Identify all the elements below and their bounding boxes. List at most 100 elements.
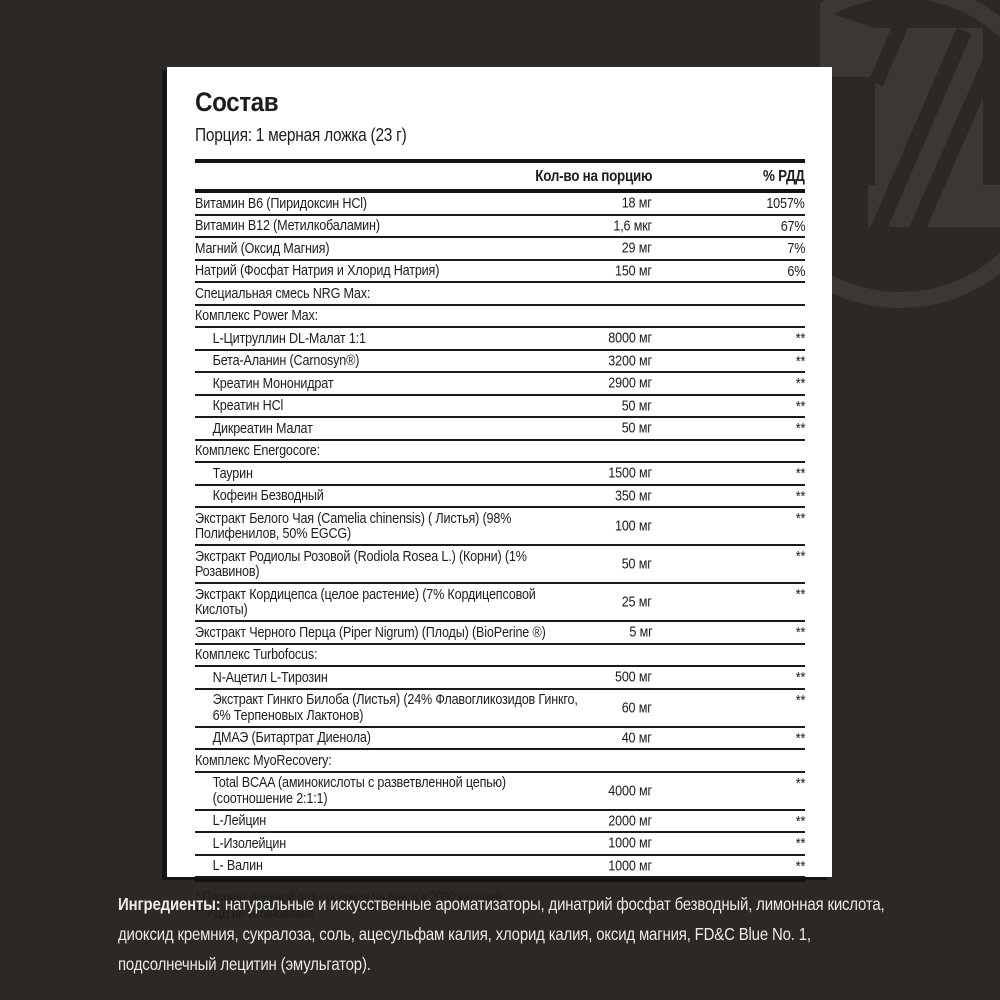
- ingredient-amount: 1000 мг: [608, 834, 652, 852]
- ingredient-amount: 50 мг: [622, 555, 652, 573]
- ingredient-amount: 5 мг: [628, 623, 652, 641]
- ingredient-pct: **: [795, 548, 806, 565]
- ingredient-pct: **: [795, 624, 806, 641]
- ingredient-pct: **: [795, 420, 806, 437]
- ingredient-amount: 29 мг: [622, 239, 652, 257]
- table-row: L-Лейцин 2000 мг **: [195, 811, 806, 833]
- brand-logo-watermark: [820, 0, 1000, 308]
- table-row: Таурин 1500 мг **: [195, 463, 805, 486]
- ingredient-name: Комплекс Turbofocus:: [195, 646, 318, 663]
- ingredient-amount: 60 мг: [622, 699, 652, 716]
- ingredient-name: Экстракт Родиолы Розовой (Rodiola Rosea …: [195, 547, 527, 580]
- ingredient-name: Дикреатин Малат: [212, 419, 313, 437]
- ingredient-name: Креатин Мононидрат: [212, 374, 334, 392]
- table-row: L- Валин 1000 мг **: [195, 856, 806, 878]
- ingredient-name: Комплекс MyoRecovery:: [195, 751, 332, 769]
- ingredient-pct: **: [795, 812, 806, 830]
- ingredient-name: ДМАЭ (Битартрат Диенола): [212, 729, 371, 746]
- ingredient-name: Витамин B12 (Метилкобаламин): [195, 217, 380, 234]
- ingredient-name: L- Валин: [212, 857, 263, 874]
- ingredient-name: Натрий (Фосфат Натрия и Хлорид Натрия): [195, 262, 440, 279]
- ingredient-amount: 2000 мг: [608, 812, 652, 830]
- table-row: Экстракт Черного Перца (Piper Nigrum) (П…: [195, 622, 805, 645]
- ingredient-amount: 50 мг: [622, 397, 652, 415]
- facts-table-body: Витамин B6 (Пиридоксин HCl) 18 мг 1057% …: [195, 193, 805, 878]
- ingredient-name: L-Цитруллин DL-Малат 1:1: [212, 329, 366, 347]
- divider-thick-top: [195, 159, 805, 163]
- ingredient-name: Экстракт Гинкго Билоба (Листья) (24% Фла…: [212, 691, 578, 724]
- ingredient-name: Total BCAA (аминокислоты с разветвленной…: [212, 774, 506, 807]
- footnote-rdd-not-established: ** РДД не установлена.: [195, 905, 317, 921]
- ingredient-pct: 1057%: [766, 195, 806, 212]
- ingredient-pct: **: [795, 510, 806, 527]
- ingredient-pct: **: [795, 397, 806, 415]
- ingredient-pct: **: [795, 375, 806, 392]
- ingredient-pct: **: [795, 330, 806, 347]
- column-header-amount: Кол-во на порцию: [535, 168, 652, 185]
- table-row: Комплекс Turbofocus:: [195, 645, 805, 667]
- ingredient-amount: 4000 мг: [608, 782, 652, 799]
- ingredient-name: Бета-Аланин (Carnosyn®): [212, 352, 360, 369]
- ingredient-name: Экстракт Кордицепса (целое растение) (7%…: [195, 585, 536, 618]
- ingredient-pct: 6%: [787, 262, 805, 280]
- ingredient-name: Витамин B6 (Пиридоксин HCl): [195, 194, 367, 212]
- ingredient-name: Таурин: [212, 464, 253, 482]
- table-row: Экстракт Кордицепса (целое растение) (7%…: [195, 584, 805, 622]
- table-row: Total BCAA (аминокислоты с разветвленной…: [195, 773, 805, 811]
- ingredient-pct: **: [795, 465, 806, 482]
- ingredient-name: Экстракт Черного Перца (Piper Nigrum) (П…: [195, 623, 546, 641]
- table-row: Экстракт Белого Чая (Camelia chinensis) …: [195, 508, 805, 546]
- table-row: Специальная смесь NRG Max:: [195, 283, 805, 306]
- ingredient-name: Специальная смесь NRG Max:: [195, 284, 371, 302]
- ingredient-pct: **: [795, 669, 806, 686]
- ingredient-name: Комплекс Energocore:: [195, 442, 320, 459]
- ingredient-amount: 18 мг: [622, 194, 652, 212]
- ingredient-name: L-Лейцин: [212, 812, 267, 829]
- ingredient-amount: 1,6 мкг: [613, 217, 652, 235]
- table-row: Комплекс Power Max:: [195, 306, 805, 328]
- ingredient-name: Экстракт Белого Чая (Camelia chinensis) …: [195, 509, 512, 542]
- ingredient-amount: 350 мг: [615, 487, 652, 505]
- ingredient-name: N-Ацетил L-Тирозин: [212, 668, 328, 686]
- ingredient-amount: 8000 мг: [608, 329, 652, 347]
- ingredient-name: Комплекс Power Max:: [195, 307, 318, 324]
- table-row: Комплекс Energocore:: [195, 441, 805, 463]
- table-row: Дикреатин Малат 50 мг **: [195, 418, 805, 441]
- table-row: Витамин B12 (Метилкобаламин) 1,6 мкг 67%: [195, 216, 805, 238]
- table-row: ДМАЭ (Битартрат Диенола) 40 мг **: [195, 728, 806, 750]
- table-row: Креатин HCl 50 мг **: [195, 396, 806, 418]
- ingredient-name: Креатин HCl: [212, 397, 284, 414]
- ingredient-amount: 100 мг: [615, 517, 652, 535]
- ingredients-text: натуральные и искусственные ароматизатор…: [118, 894, 885, 974]
- ingredient-pct: **: [795, 774, 806, 792]
- table-row: Экстракт Гинкго Билоба (Листья) (24% Фла…: [195, 690, 805, 728]
- column-header-pct: % РДД: [763, 168, 805, 185]
- ingredient-pct: **: [795, 835, 806, 852]
- ingredient-pct: **: [795, 729, 806, 747]
- table-row: Креатин Мононидрат 2900 мг **: [195, 373, 805, 396]
- table-row: L-Цитруллин DL-Малат 1:1 8000 мг **: [195, 328, 805, 351]
- ingredient-amount: 500 мг: [615, 668, 652, 686]
- ingredients-paragraph: Ингредиенты: натуральные и искусственные …: [118, 889, 892, 979]
- footnotes: * Процент дневной дозы основан на диете …: [195, 889, 805, 922]
- one-glyph-icon: [820, 0, 1000, 308]
- ingredient-pct: **: [795, 857, 806, 875]
- ingredient-pct: 7%: [787, 240, 805, 257]
- ingredient-amount: 50 мг: [622, 419, 652, 437]
- table-row: Витамин B6 (Пиридоксин HCl) 18 мг 1057%: [195, 193, 805, 216]
- table-row: Бета-Аланин (Carnosyn®) 3200 мг **: [195, 351, 805, 373]
- serving-size: Порция: 1 мерная ложка (23 г): [195, 125, 407, 145]
- divider-thick-bottom: [195, 878, 805, 882]
- ingredient-pct: **: [795, 691, 806, 709]
- facts-title: Состав: [195, 87, 279, 117]
- ingredient-amount: 1000 мг: [608, 857, 652, 875]
- ingredient-amount: 150 мг: [615, 262, 652, 280]
- ingredient-amount: 1500 мг: [608, 464, 652, 482]
- ingredient-pct: **: [795, 487, 806, 505]
- table-row: N-Ацетил L-Тирозин 500 мг **: [195, 667, 805, 690]
- table-row: Экстракт Родиолы Розовой (Rodiola Rosea …: [195, 546, 805, 584]
- table-header-row: Кол-во на порцию % РДД: [195, 163, 805, 193]
- ingredient-name: Кофеин Безводный: [212, 487, 324, 504]
- table-row: Комплекс MyoRecovery:: [195, 750, 805, 773]
